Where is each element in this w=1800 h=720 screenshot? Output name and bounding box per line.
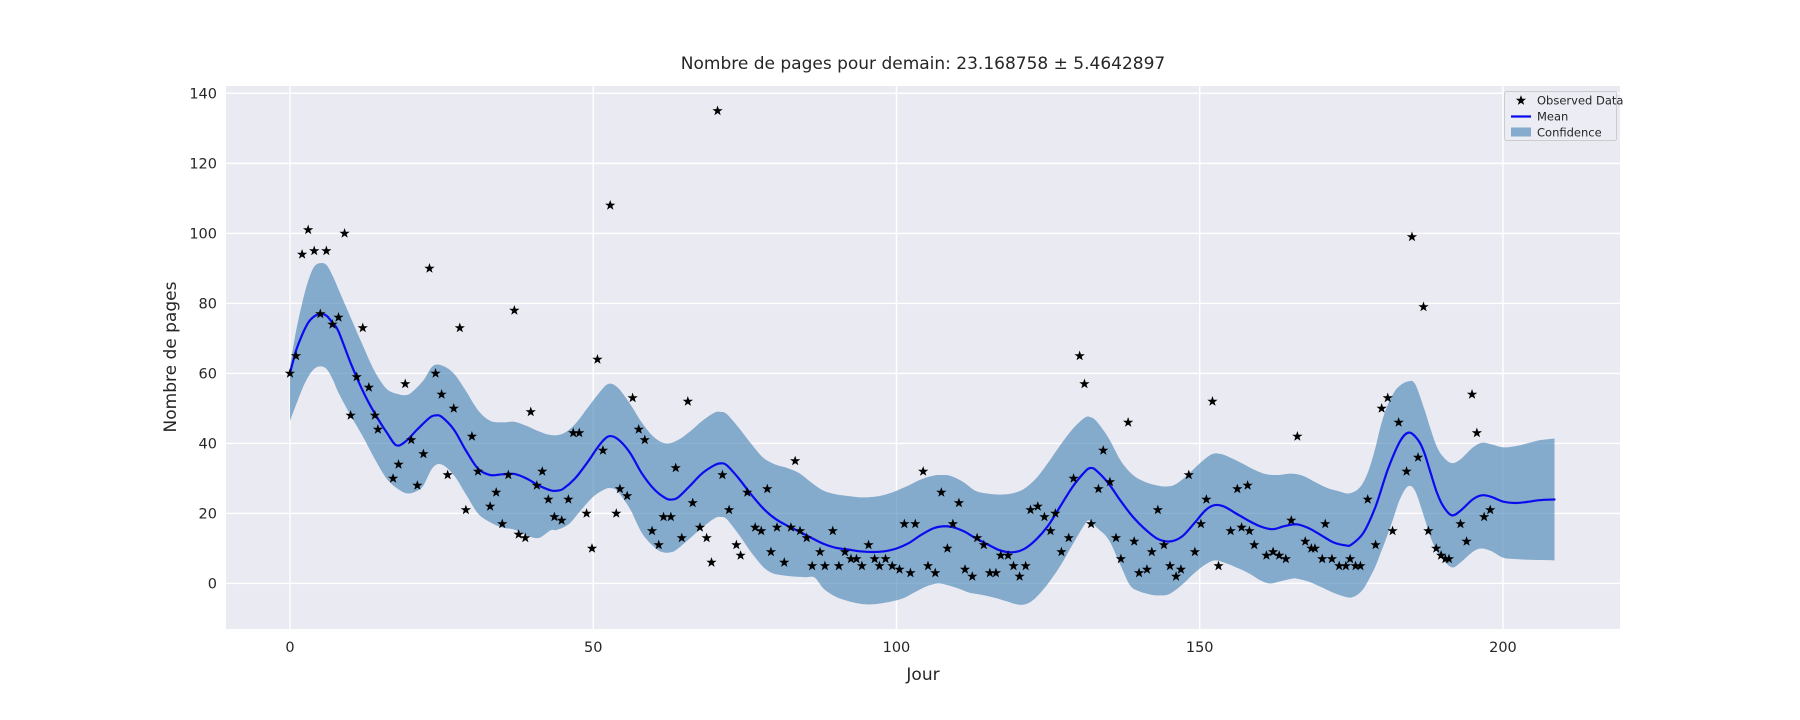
legend-label-observed: Observed Data <box>1537 94 1623 108</box>
x-tick-label: 200 <box>1489 640 1517 656</box>
y-tick-label: 60 <box>199 366 217 382</box>
tick-layer: 0 50 100 150 200 0 20 40 60 80 100 120 140 <box>189 86 1516 656</box>
chart-title: Nombre de pages pour demain: 23.168758 ±… <box>681 54 1165 74</box>
x-tick-label: 50 <box>584 640 602 656</box>
legend: Observed Data Mean Confidence <box>1504 91 1623 141</box>
y-tick-label: 0 <box>208 576 217 592</box>
x-tick-label: 150 <box>1186 640 1214 656</box>
y-tick-label: 40 <box>199 436 217 452</box>
y-tick-label: 80 <box>199 296 217 312</box>
confidence-band <box>290 263 1555 605</box>
y-tick-label: 20 <box>199 506 217 522</box>
legend-box <box>1504 91 1617 141</box>
confidence-patch-icon <box>1511 127 1531 137</box>
y-tick-label: 100 <box>189 226 217 242</box>
y-tick-label: 140 <box>189 86 217 102</box>
mean-line <box>288 312 1556 554</box>
y-tick-label: 120 <box>189 156 217 172</box>
star-marker-icon <box>1515 95 1527 105</box>
data-layer <box>284 105 1556 605</box>
y-axis-label: Nombre de pages <box>161 281 181 432</box>
x-tick-label: 100 <box>883 640 911 656</box>
x-axis-label: Jour <box>905 665 939 685</box>
legend-label-confidence: Confidence <box>1537 126 1602 140</box>
x-tick-label: 0 <box>285 640 294 656</box>
legend-label-mean: Mean <box>1537 110 1568 124</box>
